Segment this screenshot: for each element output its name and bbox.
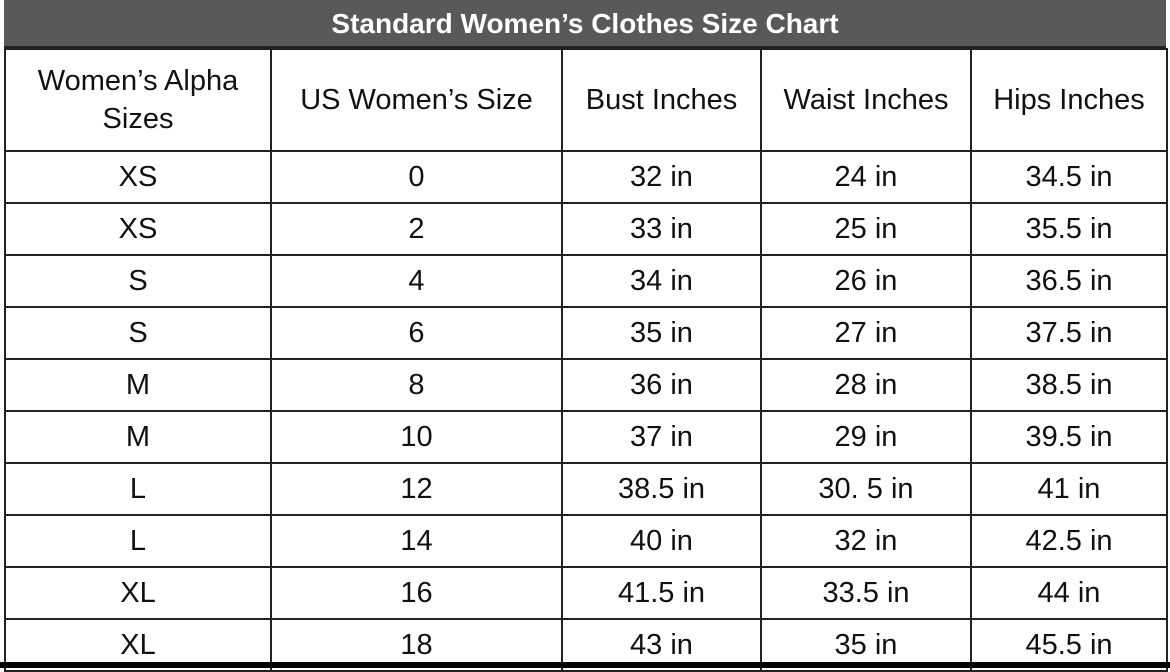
table-cell: 27 in — [760, 306, 972, 360]
table-cell: 8 — [270, 358, 563, 412]
table-cell: 34 in — [561, 254, 762, 308]
table-row: L 12 38.5 in 30. 5 in 41 in — [4, 462, 1168, 516]
table-cell: 29 in — [760, 410, 972, 464]
table-row: S 4 34 in 26 in 36.5 in — [4, 254, 1168, 308]
table-cell: 0 — [270, 150, 563, 204]
column-header: Waist Inches — [760, 48, 972, 152]
table-row: M 8 36 in 28 in 38.5 in — [4, 358, 1168, 412]
table-cell: 33 in — [561, 202, 762, 256]
bottom-border — [0, 662, 1170, 668]
table-cell: 24 in — [760, 150, 972, 204]
table-cell: 34.5 in — [970, 150, 1168, 204]
table-row: S 6 35 in 27 in 37.5 in — [4, 306, 1168, 360]
table-cell: 36 in — [561, 358, 762, 412]
table-cell: 36.5 in — [970, 254, 1168, 308]
table-cell: 41.5 in — [561, 566, 762, 620]
table-cell: 26 in — [760, 254, 972, 308]
table-cell: 37.5 in — [970, 306, 1168, 360]
table-cell: XL — [4, 566, 272, 620]
table-cell: 39.5 in — [970, 410, 1168, 464]
table-cell: 35 in — [561, 306, 762, 360]
table-cell: 4 — [270, 254, 563, 308]
chart-title: Standard Women’s Clothes Size Chart — [4, 0, 1166, 48]
table-cell: XS — [4, 202, 272, 256]
table-cell: M — [4, 358, 272, 412]
table-cell: 35.5 in — [970, 202, 1168, 256]
table-cell: 25 in — [760, 202, 972, 256]
column-header: US Women’s Size — [270, 48, 563, 152]
table-cell: 30. 5 in — [760, 462, 972, 516]
table-cell: S — [4, 306, 272, 360]
table-cell: S — [4, 254, 272, 308]
table-cell: 40 in — [561, 514, 762, 568]
table-cell: 12 — [270, 462, 563, 516]
table-cell: 14 — [270, 514, 563, 568]
column-header: Women’s Alpha Sizes — [4, 48, 272, 152]
size-chart: Standard Women’s Clothes Size Chart Wome… — [4, 0, 1168, 672]
table-cell: 32 in — [561, 150, 762, 204]
table-cell: M — [4, 410, 272, 464]
table-cell: 33.5 in — [760, 566, 972, 620]
table-cell: 42.5 in — [970, 514, 1168, 568]
table-row: XS 0 32 in 24 in 34.5 in — [4, 150, 1168, 204]
table-cell: 32 in — [760, 514, 972, 568]
column-header: Hips Inches — [970, 48, 1168, 152]
table-cell: L — [4, 462, 272, 516]
table-cell: 37 in — [561, 410, 762, 464]
size-table: Women’s Alpha Sizes US Women’s Size Bust I… — [4, 48, 1168, 672]
table-cell: XS — [4, 150, 272, 204]
table-row: L 14 40 in 32 in 42.5 in — [4, 514, 1168, 568]
table-cell: 38.5 in — [970, 358, 1168, 412]
table-cell: 6 — [270, 306, 563, 360]
table-row: XS 2 33 in 25 in 35.5 in — [4, 202, 1168, 256]
table-cell: 16 — [270, 566, 563, 620]
table-row: M 10 37 in 29 in 39.5 in — [4, 410, 1168, 464]
table-cell: 44 in — [970, 566, 1168, 620]
table-cell: 38.5 in — [561, 462, 762, 516]
table-cell: 28 in — [760, 358, 972, 412]
table-cell: 41 in — [970, 462, 1168, 516]
table-cell: L — [4, 514, 272, 568]
table-row: XL 16 41.5 in 33.5 in 44 in — [4, 566, 1168, 620]
header-row: Women’s Alpha Sizes US Women’s Size Bust I… — [4, 48, 1168, 152]
column-header: Bust Inches — [561, 48, 762, 152]
table-cell: 2 — [270, 202, 563, 256]
table-cell: 10 — [270, 410, 563, 464]
